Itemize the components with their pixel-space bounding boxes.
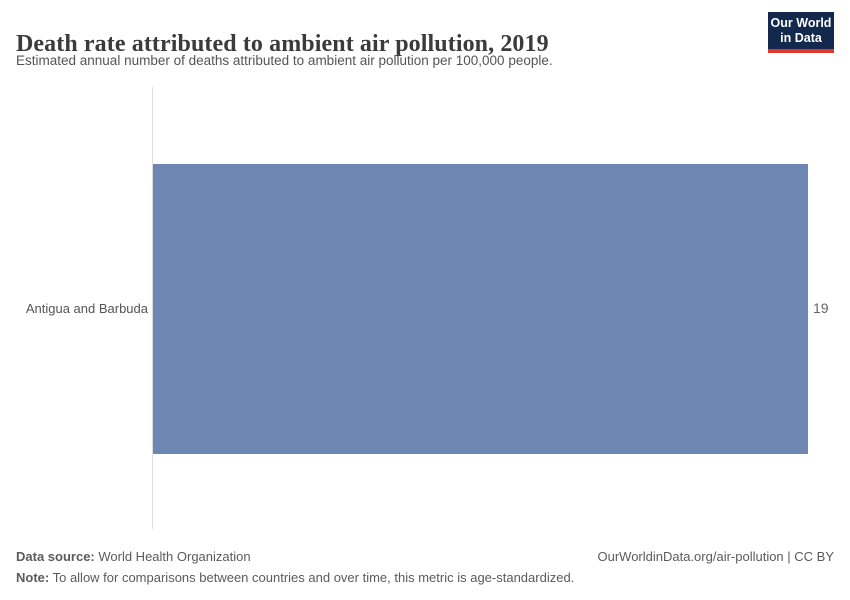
owid-logo[interactable]: Our World in Data — [768, 12, 834, 53]
footer-data-source: Data source: World Health Organization — [16, 548, 251, 565]
data-source-label: Data source: — [16, 549, 95, 564]
y-axis-line — [152, 87, 153, 529]
chart-subtitle: Estimated annual number of deaths attrib… — [16, 53, 553, 68]
attribution-link[interactable]: OurWorldinData.org/air-pollution | CC BY — [597, 549, 834, 564]
footer-note: Note: To allow for comparisons between c… — [16, 569, 574, 586]
owid-logo-line1: Our World — [770, 15, 832, 30]
bar-track — [153, 164, 808, 454]
data-source-value: World Health Organization — [94, 549, 251, 564]
page-title: Death rate attributed to ambient air pol… — [16, 31, 549, 58]
bar-value-label: 19 — [813, 300, 829, 316]
owid-logo-line2: in Data — [780, 30, 822, 45]
note-label: Note: — [16, 570, 50, 585]
bar[interactable] — [153, 164, 808, 454]
entity-label: Antigua and Barbuda — [25, 301, 148, 316]
note-value: To allow for comparisons between countri… — [49, 570, 575, 585]
